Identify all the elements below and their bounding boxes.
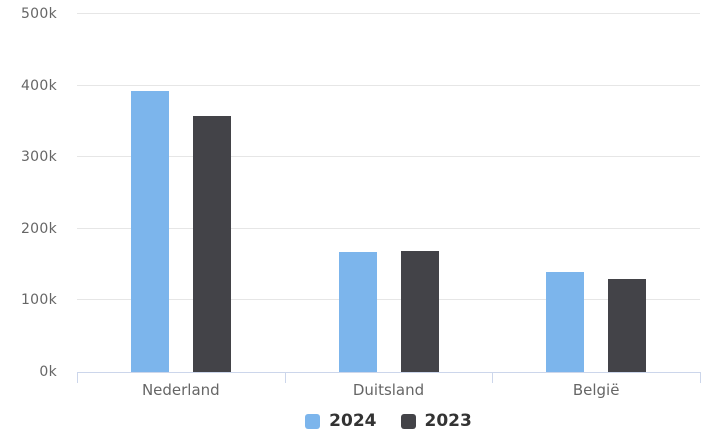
y-gridline <box>77 13 700 14</box>
bar-2023-duitsland[interactable] <box>401 251 439 372</box>
y-axis-tick-label: 200k <box>20 220 57 237</box>
x-axis-tick <box>700 372 701 383</box>
y-gridline <box>77 84 700 86</box>
y-gridline <box>77 156 700 158</box>
legend: 2024 2023 <box>77 408 700 434</box>
x-axis-category-label: Duitsland <box>352 381 425 399</box>
bar-2024-duitsland[interactable] <box>339 252 377 372</box>
legend-swatch-2023 <box>400 413 416 429</box>
bar-2023-nederland[interactable] <box>193 116 231 372</box>
legend-label: 2024 <box>329 411 377 431</box>
x-axis-tick <box>285 372 286 383</box>
y-axis-tick-label: 500k <box>20 6 57 22</box>
bar-2024-nederland[interactable] <box>131 91 169 372</box>
x-axis-tick <box>77 372 78 383</box>
y-gridline <box>77 227 700 229</box>
x-axis-category-label: Nederland <box>141 381 220 399</box>
x-axis-line <box>77 372 701 373</box>
bar-2024-belgië[interactable] <box>546 272 584 372</box>
y-gridline <box>77 299 700 301</box>
legend-item-2023[interactable]: 2023 <box>400 411 472 431</box>
y-axis-tick-label: 0k <box>39 364 57 380</box>
y-axis-tick-label: 300k <box>20 149 57 166</box>
y-axis-tick-label: 100k <box>20 292 57 309</box>
x-axis-category-label: België <box>572 381 620 399</box>
legend-item-2024[interactable]: 2024 <box>305 411 377 431</box>
y-axis-tick-label: 400k <box>20 77 57 94</box>
legend-swatch-2024 <box>305 413 321 429</box>
bar-2023-belgië[interactable] <box>608 279 646 372</box>
legend-label: 2023 <box>424 411 472 431</box>
x-axis-tick <box>492 372 493 383</box>
